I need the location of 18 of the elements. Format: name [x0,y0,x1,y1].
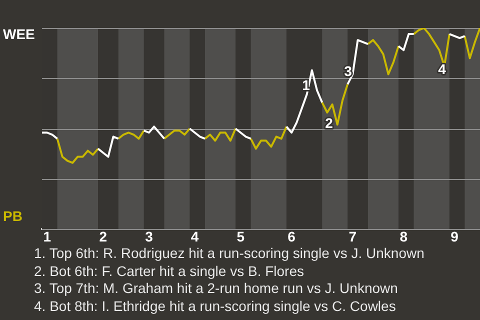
text: PB [3,208,22,224]
x-tick-label: 5 [236,228,245,244]
text: WEE [3,26,35,42]
x-tick-label: 6 [288,228,296,244]
annotation: 3 [344,62,352,79]
text: 2. Bot 6th: F. Carter hit a single vs B. Flores [34,262,305,280]
x-tick-label: 1 [43,228,52,244]
text: 1. Top 6th: R. Rodriguez hit a run-scoring single vs J. Unknown [34,245,424,262]
x-tick-label: 9 [450,228,459,244]
x-tick-label: 3 [145,228,154,244]
x-tick-label: 2 [99,228,108,244]
annotation: 4 [438,60,446,77]
text: 3. Top 7th: M. Graham hit a 2-run home run vs J. Unknown [34,280,399,298]
annotation: 2 [325,114,334,131]
text: 4. Bot 8th: I. Ethridge hit a run-scoring single vs C. Cowles [34,298,397,315]
x-tick-label: 7 [348,228,357,244]
x-tick-label: 8 [400,228,408,244]
x-tick-label: 4 [190,228,199,244]
